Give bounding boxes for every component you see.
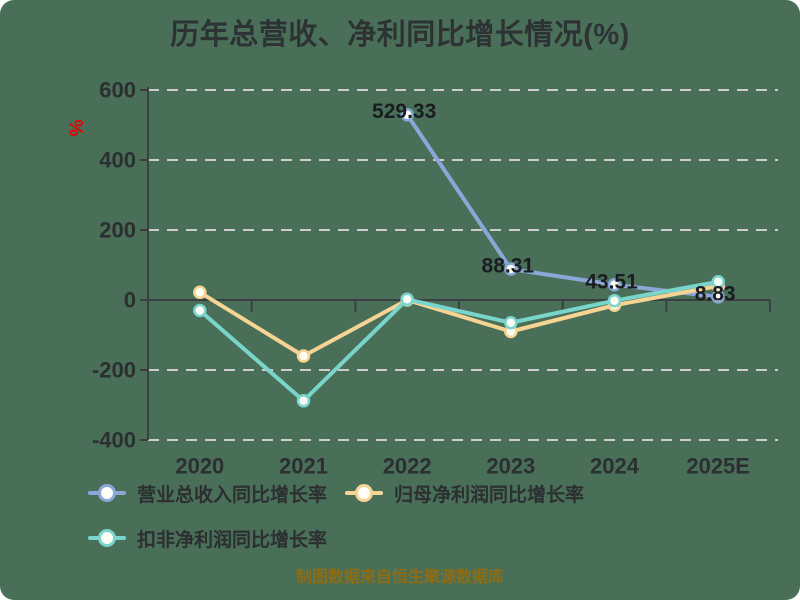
y-tick-label: 200 [99,218,136,243]
legend-item-net-profit-yoy[interactable]: 归母净利润同比增长率 [345,480,584,506]
legend-line-swatch [88,529,126,547]
x-tick-label: 2025E [686,454,750,479]
y-tick-label: 400 [99,148,136,173]
legend-label: 归母净利润同比增长率 [394,484,585,506]
series-line [405,112,721,299]
legend-item-non-gaap-net-profit-yoy[interactable]: 扣非净利润同比增长率 [88,525,327,551]
data-point-marker[interactable] [504,316,518,330]
data-source-note: 制图数据来自恒生聚源数据库 [295,569,504,586]
data-point-marker[interactable] [400,292,414,307]
y-tick-label: 600 [99,78,136,103]
data-point-marker[interactable] [193,303,207,318]
data-point-marker[interactable] [607,293,622,308]
x-tick-label: 2022 [383,454,432,479]
legend-label: 扣非净利润同比增长率 [137,529,328,551]
x-tick-label: 2024 [590,454,640,479]
legend-item-revenue-yoy[interactable]: 营业总收入同比增长率 [88,480,327,506]
legend-dot-icon [98,529,116,547]
chart-title: 历年总营收、净利同比增长情况(%) [170,19,630,51]
data-point-marker[interactable] [711,275,725,289]
series-line [197,279,721,403]
data-point-marker[interactable] [400,107,414,122]
legend-dot-icon [355,484,373,502]
data-point-label: 8.83 [695,282,736,305]
legend-label: 营业总收入同比增长率 [137,484,328,506]
data-point-label: 88.31 [482,255,535,278]
series-line [197,284,721,358]
data-point-marker[interactable] [193,285,207,300]
x-tick-label: 2023 [486,454,535,479]
data-point-marker[interactable] [296,349,311,363]
data-point-marker[interactable] [296,394,311,408]
data-point-label: 529.33 [372,100,436,123]
data-point-marker[interactable] [607,278,622,292]
legend-line-swatch [88,484,126,502]
data-point-label: 43.51 [585,270,638,293]
y-tick-label: -400 [92,428,136,453]
legend-line-swatch [345,484,383,502]
y-tick-label: 0 [124,288,136,313]
x-tick-label: 2020 [175,454,224,479]
legend-dot-icon [98,484,116,502]
y-tick-label: -200 [92,358,136,383]
x-tick-label: 2021 [279,454,328,479]
data-point-marker[interactable] [504,262,518,276]
